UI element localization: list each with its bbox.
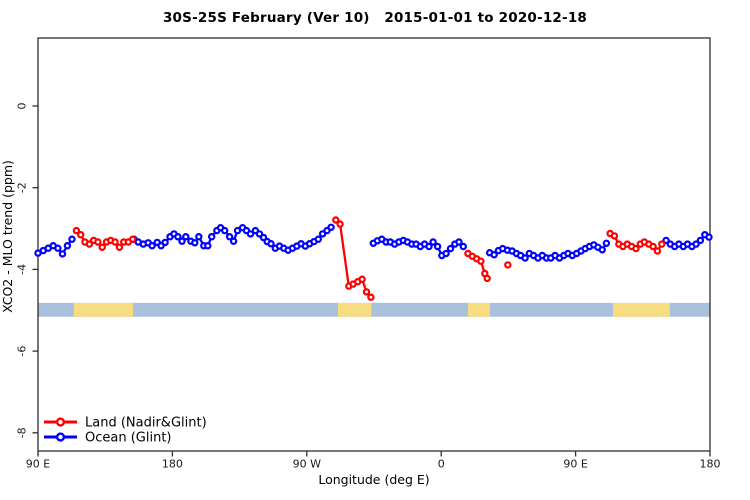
y-axis-title: XCO2 - MLO trend (ppm) — [0, 160, 15, 313]
land-data-point — [477, 257, 485, 265]
ocean-data-point — [521, 254, 529, 262]
ocean-data-point — [174, 232, 182, 241]
ocean-data-point — [446, 244, 455, 253]
x-axis-title: Longitude (deg E) — [318, 472, 429, 487]
legend: Land (Nadir&Glint)Ocean (Glint) — [44, 416, 207, 446]
ocean-data-point — [225, 232, 234, 241]
land-data-point — [94, 238, 102, 246]
ocean-data-point — [207, 232, 216, 241]
ocean-data-point — [161, 238, 169, 247]
land-data-point — [336, 220, 344, 228]
chart-title: 30S-25S February (Ver 10) 2015-01-01 to … — [162, 10, 588, 26]
land-data-point — [115, 243, 124, 251]
ocean-data-point — [54, 244, 62, 252]
y-axis: 0 -2 -4 -6 -8 — [16, 103, 38, 438]
ocean-data-point — [178, 237, 186, 245]
ocean-series — [34, 223, 713, 262]
legend-marker-land — [55, 417, 66, 427]
ocean-band — [38, 302, 710, 317]
ocean-data-point — [204, 241, 212, 250]
land-series — [72, 216, 666, 301]
ocean-data-point — [195, 232, 203, 241]
ocean-data-point — [442, 249, 450, 258]
land-data-point — [658, 240, 666, 248]
land-data-point — [85, 240, 94, 248]
x-tick-label: 90 E — [563, 458, 587, 471]
ocean-data-point — [429, 238, 437, 246]
land-data-point — [653, 247, 662, 255]
ocean-data-point — [267, 239, 275, 248]
land-data-point — [332, 216, 340, 224]
land-data-point — [358, 275, 366, 283]
land-data-point — [610, 232, 619, 240]
ocean-data-point — [327, 223, 335, 231]
x-tick-label: 0 — [438, 458, 445, 471]
ocean-data-point — [182, 232, 190, 241]
ocean-data-point — [692, 240, 700, 248]
ocean-data-point — [455, 238, 463, 246]
ocean-data-point — [58, 250, 67, 258]
land-data-point — [98, 243, 106, 251]
ocean-data-point — [191, 239, 199, 247]
ocean-data-point — [705, 233, 713, 241]
plot-frame — [37, 37, 711, 452]
land-band-segment — [467, 302, 490, 317]
ocean-data-point — [246, 230, 255, 238]
ocean-data-point — [63, 241, 72, 250]
x-axis: 90 E 180 90 W 0 90 E 180 — [26, 451, 721, 471]
land-data-point — [111, 238, 119, 246]
ocean-data-point — [598, 246, 606, 254]
land-data-point — [128, 235, 137, 243]
y-tick-label: -2 — [16, 182, 29, 193]
land-data-point — [504, 261, 512, 269]
legend-label-land: Land (Nadir&Glint) — [85, 416, 207, 431]
x-tick-label: 180 — [700, 458, 721, 471]
x-tick-label: 180 — [162, 458, 183, 471]
land-band-segment — [612, 302, 670, 317]
ocean-data-point — [696, 236, 705, 245]
y-tick-label: -6 — [16, 346, 29, 357]
ocean-data-point — [490, 250, 498, 259]
ocean-data-point — [602, 239, 611, 247]
x-tick-label: 90 E — [26, 458, 50, 471]
y-tick-label: -4 — [16, 264, 29, 275]
y-tick-label: -8 — [16, 427, 29, 438]
ocean-data-point — [459, 242, 467, 251]
ocean-data-point — [148, 241, 156, 250]
x-tick-label: 90 W — [293, 458, 321, 471]
land-data-point — [483, 274, 491, 283]
land-data-point — [632, 244, 640, 253]
ocean-data-point — [229, 237, 238, 245]
land-band-segment — [338, 302, 372, 317]
ocean-data-point — [314, 235, 322, 243]
ocean-data-point — [68, 235, 76, 243]
legend-marker-ocean — [55, 432, 66, 442]
legend-label-ocean: Ocean (Glint) — [85, 431, 172, 446]
land-data-point — [367, 293, 375, 301]
land-band-segment — [73, 302, 133, 317]
land-data-point — [72, 226, 81, 235]
land-data-point — [649, 242, 657, 251]
ocean-data-point — [433, 242, 442, 251]
ocean-data-point — [220, 226, 229, 235]
land-data-point — [362, 288, 371, 296]
ocean-data-point — [233, 226, 242, 235]
y-tick-label: 0 — [16, 103, 29, 110]
surface-type-band — [38, 302, 710, 317]
land-data-point — [76, 230, 85, 239]
ocean-data-point — [662, 236, 670, 245]
ocean-data-point — [425, 242, 433, 251]
